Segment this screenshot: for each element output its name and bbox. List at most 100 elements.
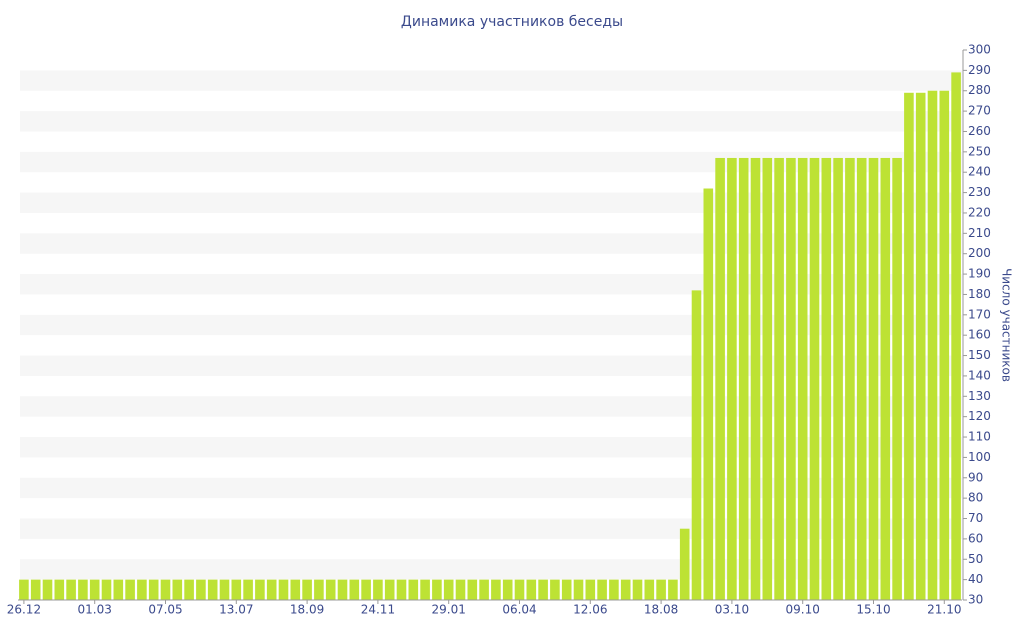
- bar: [915, 92, 926, 601]
- bar: [939, 90, 950, 601]
- y-tick-label: 170: [968, 307, 991, 321]
- bar: [361, 579, 371, 600]
- x-tick-label: 18.08: [644, 603, 678, 617]
- x-tick-label: 13.07: [219, 603, 253, 617]
- bar: [467, 579, 478, 600]
- bar: [868, 157, 879, 601]
- y-tick-label: 290: [968, 63, 991, 77]
- bar: [337, 579, 348, 600]
- bar: [78, 579, 88, 600]
- grid-band: [20, 111, 962, 132]
- bar: [656, 579, 666, 600]
- bar: [113, 579, 124, 600]
- bar: [892, 157, 902, 601]
- x-tick-label: 18.09: [290, 603, 324, 617]
- bar: [821, 157, 832, 601]
- bar: [243, 579, 253, 600]
- bar: [538, 579, 548, 600]
- bar: [750, 157, 761, 601]
- bar: [904, 92, 914, 601]
- y-tick-label: 50: [968, 552, 983, 566]
- bar: [880, 157, 891, 601]
- x-tick-label: 03.10: [715, 603, 749, 617]
- y-tick-label: 40: [968, 572, 983, 586]
- y-tick-label: 90: [968, 470, 983, 484]
- bar: [703, 188, 714, 600]
- y-tick-label: 120: [968, 409, 991, 423]
- bar: [184, 579, 194, 600]
- x-tick-label: 12.06: [573, 603, 607, 617]
- grid-band: [20, 274, 962, 295]
- bar: [137, 579, 147, 600]
- chart-title: Динамика участников беседы: [401, 14, 623, 30]
- bar: [526, 579, 537, 600]
- bar: [443, 579, 454, 600]
- bar: [66, 579, 76, 600]
- x-tick-label: 07.05: [148, 603, 182, 617]
- bar: [632, 579, 643, 600]
- bar: [786, 157, 796, 601]
- bar: [738, 157, 749, 601]
- bar: [207, 579, 218, 600]
- bar: [679, 528, 690, 600]
- bar: [231, 579, 242, 600]
- bar: [148, 579, 159, 600]
- x-tick-label: 21.10: [927, 603, 961, 617]
- grid-band: [20, 70, 962, 91]
- bar: [196, 579, 206, 600]
- bar: [727, 157, 737, 601]
- y-axis-title: Число участников: [1000, 268, 1014, 382]
- bar: [561, 579, 572, 600]
- bar: [30, 579, 41, 600]
- bar: [384, 579, 395, 600]
- bar: [609, 579, 619, 600]
- bar: [266, 579, 277, 600]
- bar: [620, 579, 631, 600]
- bar: [597, 579, 607, 600]
- grid-band: [20, 437, 962, 458]
- bar: [219, 579, 230, 600]
- grid-band: [20, 233, 962, 254]
- bar: [668, 579, 678, 600]
- y-tick-label: 230: [968, 185, 991, 199]
- y-tick-label: 240: [968, 165, 991, 179]
- bar: [951, 72, 961, 600]
- bar: [42, 579, 53, 600]
- y-tick-label: 220: [968, 205, 991, 219]
- bar: [479, 579, 489, 600]
- bar: [927, 90, 938, 601]
- y-tick-label: 130: [968, 389, 991, 403]
- bar: [160, 579, 171, 600]
- bar: [125, 579, 135, 600]
- bar: [278, 579, 289, 600]
- bar: [396, 579, 407, 600]
- bar: [89, 579, 100, 600]
- y-tick-label: 100: [968, 450, 991, 464]
- grid-band: [20, 396, 962, 417]
- bar: [455, 579, 466, 600]
- y-tick-label: 140: [968, 368, 991, 382]
- bar: [585, 579, 596, 600]
- y-tick-label: 260: [968, 124, 991, 138]
- bar: [774, 157, 784, 601]
- bar: [715, 157, 725, 601]
- bar: [290, 579, 301, 600]
- grid-band: [20, 559, 962, 580]
- y-tick-label: 60: [968, 531, 983, 545]
- bar: [19, 579, 29, 600]
- grid-band: [20, 518, 962, 539]
- grid-band: [20, 314, 962, 336]
- y-tick-label: 30: [968, 593, 983, 607]
- x-tick-label: 01.03: [78, 603, 112, 617]
- y-tick-label: 300: [968, 43, 991, 57]
- grid-band: [20, 192, 962, 213]
- x-tick-label: 26.12: [7, 603, 41, 617]
- x-tick-label: 15.10: [856, 603, 890, 617]
- y-tick-label: 250: [968, 144, 991, 158]
- bar: [502, 579, 513, 600]
- grid-band: [20, 151, 962, 173]
- bar: [172, 579, 183, 600]
- grid-band: [20, 355, 962, 376]
- x-tick-label: 29.01: [432, 603, 466, 617]
- bar: [420, 579, 430, 600]
